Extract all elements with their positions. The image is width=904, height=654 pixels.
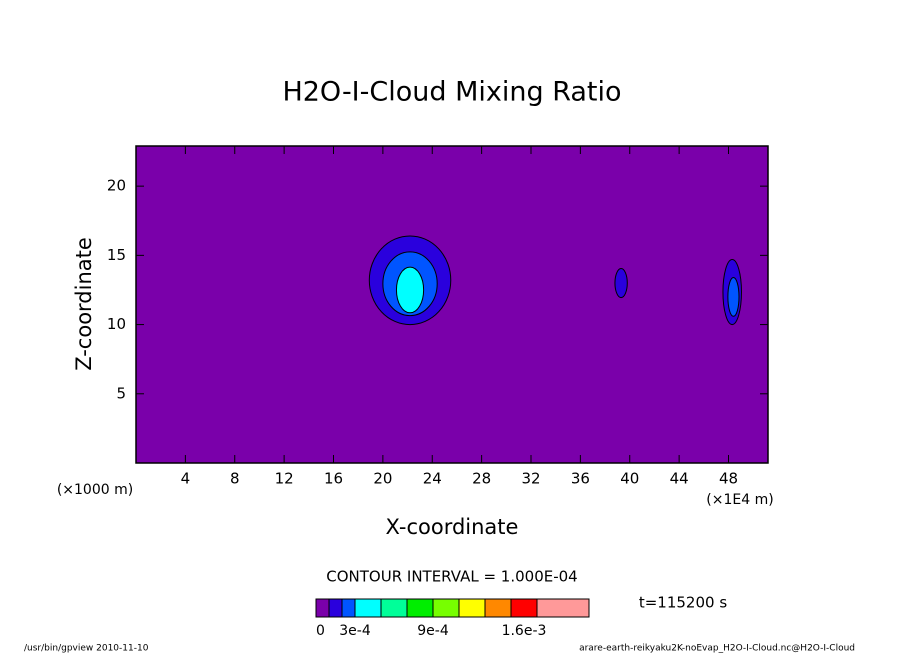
- y-tick-label: 10: [107, 315, 126, 333]
- x-unit: (×1E4 m): [706, 492, 773, 508]
- footer-right: arare-earth-reikyaku2K-noEvap_H2O-I-Clou…: [579, 644, 855, 654]
- time-label: t=115200 s: [639, 594, 727, 612]
- x-axis-label: X-coordinate: [386, 515, 519, 539]
- x-tick-label: 20: [373, 470, 392, 488]
- contour-region: [727, 277, 740, 317]
- x-tick-label: 44: [670, 470, 689, 488]
- y-tick-label: 15: [107, 246, 126, 264]
- x-tick-label: 24: [423, 470, 442, 488]
- contour-region: [395, 266, 425, 314]
- x-tick-label: 16: [324, 470, 343, 488]
- colorbar-tick-label: 1.6e-3: [502, 623, 547, 639]
- plot-background: [136, 146, 768, 463]
- colorbar-cell: [354, 598, 382, 618]
- colorbar-cell: [315, 598, 330, 618]
- chart-title: H2O-I-Cloud Mixing Ratio: [282, 77, 621, 108]
- colorbar-tick-label: 9e-4: [417, 623, 449, 639]
- colorbar-cell: [406, 598, 434, 618]
- contour-region: [614, 268, 628, 299]
- y-unit: (×1000 m): [57, 482, 133, 498]
- colorbar-cell: [380, 598, 408, 618]
- x-tick-label: 40: [620, 470, 639, 488]
- colorbar-cell: [484, 598, 512, 618]
- x-tick-label: 28: [472, 470, 491, 488]
- colorbar-cell: [510, 598, 538, 618]
- y-tick-label: 20: [107, 177, 126, 195]
- footer-left: /usr/bin/gpview 2010-11-10: [24, 644, 149, 654]
- colorbar-tick-label: 0: [316, 623, 325, 639]
- colorbar-cell: [536, 598, 590, 618]
- y-axis-label: Z-coordinate: [72, 237, 96, 371]
- y-tick-label: 5: [116, 384, 126, 402]
- x-tick-label: 8: [230, 470, 240, 488]
- x-tick-label: 4: [181, 470, 191, 488]
- x-tick-label: 36: [571, 470, 590, 488]
- colorbar-cell: [432, 598, 460, 618]
- colorbar-tick-label: 3e-4: [339, 623, 371, 639]
- plot-frame: [135, 145, 769, 464]
- x-tick-label: 12: [275, 470, 294, 488]
- colorbar-cell: [341, 598, 356, 618]
- colorbar-cell: [328, 598, 343, 618]
- x-tick-label: 48: [719, 470, 738, 488]
- colorbar-cell: [458, 598, 486, 618]
- x-tick-label: 32: [521, 470, 540, 488]
- contour-interval: CONTOUR INTERVAL = 1.000E-04: [326, 568, 577, 586]
